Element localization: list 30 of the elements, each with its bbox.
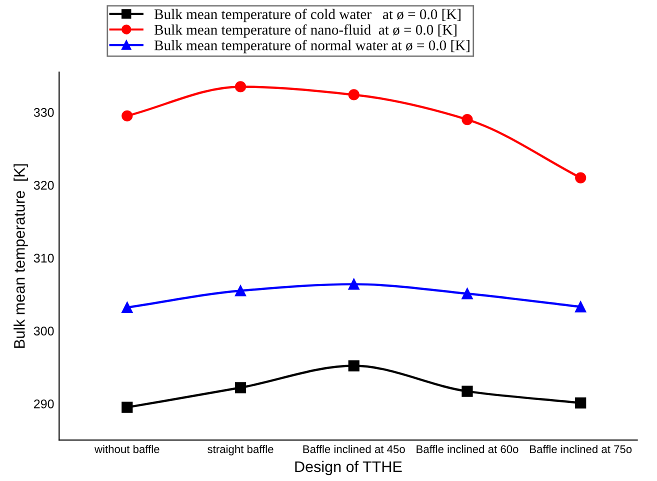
point bbox=[122, 302, 133, 314]
x-tick-label: Baffle inclined at 60o bbox=[416, 444, 518, 454]
point bbox=[234, 382, 246, 394]
point bbox=[462, 386, 473, 397]
legend-label: Bulk mean temperature of cold water at ø = 0.0 [K] bbox=[154, 8, 460, 22]
point bbox=[575, 172, 586, 184]
legend-label: Bulk mean temperature of nano-fluid at ø = 0.0 [K] bbox=[154, 24, 456, 38]
y-tick-label: 300 bbox=[34, 326, 54, 336]
y-tick-label: 290 bbox=[34, 399, 54, 408]
x-axis-title: Design of TTHE bbox=[295, 460, 402, 476]
point bbox=[234, 81, 246, 92]
point bbox=[462, 114, 473, 126]
point bbox=[234, 285, 246, 296]
point bbox=[348, 360, 360, 372]
y-tick-label: 310 bbox=[34, 254, 54, 263]
point bbox=[575, 397, 586, 409]
x-tick-label: Baffle inclined at 75o bbox=[530, 444, 632, 454]
y-axis-title: Bulk mean temperature [K] bbox=[14, 164, 28, 348]
x-tick-label: straight baffle bbox=[208, 444, 274, 456]
point bbox=[462, 288, 473, 300]
point bbox=[122, 110, 133, 122]
point bbox=[575, 301, 586, 312]
y-tick-label: 320 bbox=[34, 180, 54, 190]
y-tick-label: 330 bbox=[34, 108, 54, 117]
point bbox=[348, 89, 360, 100]
x-tick-label: Baffle inclined at 45o bbox=[303, 444, 405, 454]
point bbox=[348, 278, 360, 290]
legend-label: Bulk mean temperature of normal water at ø = 0.0 [K] bbox=[154, 40, 470, 54]
x-tick-label: without baffle bbox=[94, 444, 160, 454]
point bbox=[122, 402, 133, 413]
